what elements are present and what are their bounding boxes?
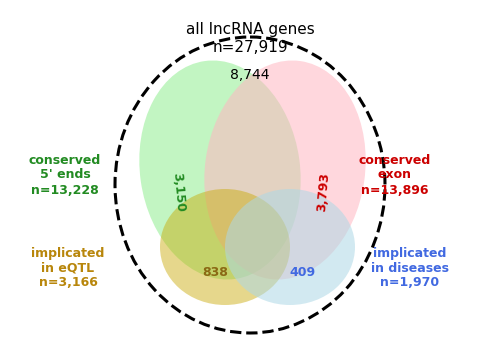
Text: 3,150: 3,150: [170, 172, 186, 212]
Text: implicated
in diseases
n=1,970: implicated in diseases n=1,970: [371, 246, 449, 290]
Ellipse shape: [225, 189, 355, 305]
Ellipse shape: [140, 61, 300, 280]
Text: 838: 838: [202, 265, 228, 278]
Text: n=27,919: n=27,919: [212, 40, 288, 55]
Ellipse shape: [204, 61, 366, 280]
Text: all lncRNA genes: all lncRNA genes: [186, 22, 314, 37]
Ellipse shape: [160, 189, 290, 305]
Text: 3,793: 3,793: [315, 172, 331, 212]
Text: 409: 409: [289, 265, 315, 278]
Text: conserved
exon
n=13,896: conserved exon n=13,896: [359, 154, 431, 196]
Text: 8,744: 8,744: [230, 68, 270, 82]
Text: conserved
5' ends
n=13,228: conserved 5' ends n=13,228: [29, 154, 101, 196]
Text: implicated
in eQTL
n=3,166: implicated in eQTL n=3,166: [32, 246, 104, 290]
